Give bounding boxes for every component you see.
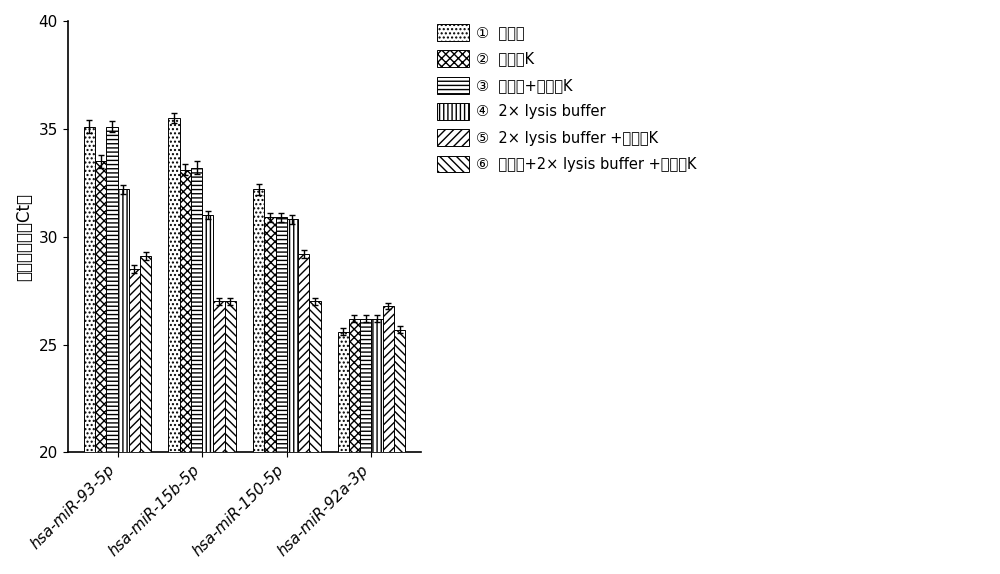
- Bar: [191, 168, 202, 452]
- Bar: [253, 189, 264, 452]
- Bar: [213, 301, 225, 452]
- Y-axis label: 阈値循环数（Ct）: 阈値循环数（Ct）: [15, 193, 33, 281]
- Bar: [309, 301, 321, 452]
- Bar: [298, 254, 309, 452]
- Legend: ①  裂解液, ②  蛋白醂K, ③  裂解液+蛋白醂K, ④  2× lysis buffer, ⑤  2× lysis buffer +蛋白醂K, ⑥  裂: ① 裂解液, ② 蛋白醂K, ③ 裂解液+蛋白醂K, ④ 2× lysis bu…: [432, 20, 701, 177]
- Bar: [202, 215, 213, 452]
- Bar: [84, 127, 95, 452]
- Bar: [168, 118, 180, 452]
- Bar: [129, 269, 140, 452]
- Bar: [140, 256, 151, 452]
- Bar: [180, 170, 191, 452]
- Bar: [383, 306, 394, 452]
- Bar: [394, 329, 405, 452]
- Bar: [371, 319, 383, 452]
- Bar: [225, 301, 236, 452]
- Bar: [338, 332, 349, 452]
- Bar: [95, 161, 106, 452]
- Bar: [118, 189, 129, 452]
- Bar: [264, 218, 276, 452]
- Bar: [106, 127, 118, 452]
- Bar: [276, 218, 287, 452]
- Bar: [349, 319, 360, 452]
- Bar: [360, 319, 371, 452]
- Bar: [287, 219, 298, 452]
